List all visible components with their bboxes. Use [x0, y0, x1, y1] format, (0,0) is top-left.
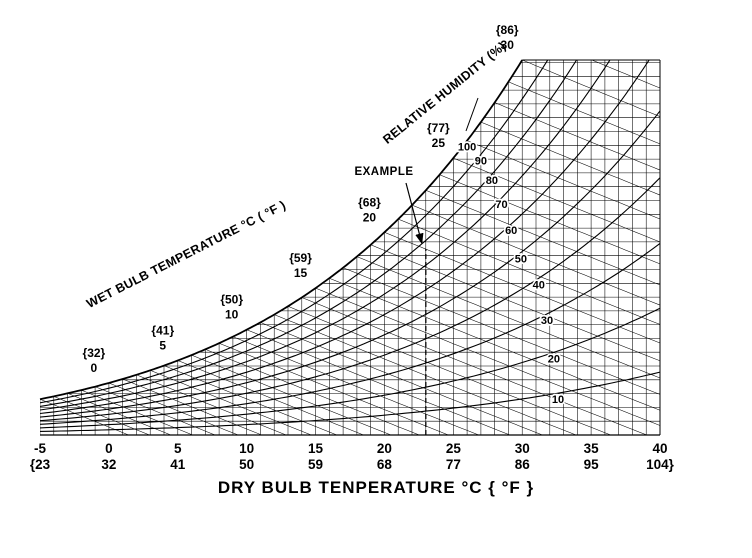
x-tick-label-c: 30 [515, 441, 530, 456]
x-tick-label-f: 104} [646, 457, 675, 472]
wet-bulb-line [439, 174, 660, 265]
wet-bulb-line [384, 232, 660, 344]
rh-leader-line [465, 97, 479, 132]
wet-bulb-line [301, 297, 647, 435]
wet-bulb-tick-f: {32} [83, 346, 106, 360]
wet-bulb-line [136, 374, 287, 435]
x-tick-label-c: 10 [239, 441, 254, 456]
wet-bulb-line [108, 382, 239, 435]
wet-bulb-axis-title: WET BULB TEMPERATURE °C ( °F ) [84, 198, 288, 311]
wet-bulb-line [81, 389, 193, 435]
rh-curve-label: 30 [541, 315, 553, 327]
example-label: EXAMPLE [354, 166, 413, 178]
rh-curve-label: 50 [515, 254, 527, 266]
x-tick-label-c: -5 [34, 441, 46, 456]
wet-bulb-tick-c: 20 [363, 210, 377, 224]
wet-bulb-tick-c: 10 [225, 308, 239, 322]
rh-curve-70 [40, 60, 660, 411]
x-tick-label-f: 68 [377, 457, 393, 472]
rh-curve-label: 20 [548, 353, 560, 365]
rh-curve-50 [40, 110, 660, 418]
wet-bulb-line [550, 13, 660, 59]
rh-curve-label: 100 [458, 142, 476, 154]
wet-bulb-line [315, 287, 660, 426]
wet-bulb-tick-c: 30 [501, 38, 515, 52]
wet-bulb-line [508, 81, 660, 145]
x-tick-label-c: 20 [377, 441, 392, 456]
x-tick-label-f: 95 [584, 457, 600, 472]
x-tick-label-f: 59 [308, 457, 323, 472]
wet-bulb-line [191, 354, 392, 435]
wet-bulb-line [287, 306, 611, 435]
rh-curve-label: 90 [475, 155, 487, 167]
x-tick-label-c: 40 [652, 441, 667, 456]
rh-curve-90 [40, 60, 660, 404]
wet-bulb-line [535, 60, 660, 89]
wet-bulb-line [205, 349, 420, 435]
wet-bulb-tick-f: {86} [496, 23, 519, 37]
wet-bulb-line [356, 256, 660, 379]
x-tick-label-f: 41 [170, 457, 186, 472]
wet-bulb-tick-f: {41} [151, 323, 174, 337]
wet-bulb-line [466, 140, 660, 220]
wet-bulb-line [218, 342, 449, 435]
rh-curve-60 [40, 60, 660, 415]
example-arrow [405, 182, 424, 245]
wet-bulb-line [494, 102, 660, 171]
rh-curve-30 [40, 243, 660, 425]
wet-bulb-line [411, 204, 660, 306]
wet-bulb-line [342, 267, 660, 395]
x-axis-title: DRY BULB TENPERATURE °C { °F } [217, 478, 535, 497]
wet-bulb-line [163, 365, 338, 435]
wet-bulb-tick-c: 25 [432, 136, 446, 150]
wet-bulb-tick-c: 5 [159, 338, 166, 352]
wet-bulb-line [329, 277, 660, 411]
wet-bulb-line [260, 322, 543, 435]
wet-bulb-tick-c: 0 [91, 361, 98, 375]
x-tick-label-f: 86 [515, 457, 531, 472]
wet-bulb-line [453, 157, 660, 243]
wet-bulb-line [274, 314, 577, 435]
wet-bulb-line [425, 190, 660, 286]
rh-curve-label: 10 [552, 394, 564, 406]
wet-bulb-line [150, 370, 312, 435]
wet-bulb-line [480, 121, 660, 196]
saturation-curve [39, 59, 523, 401]
x-tick-label-f: 50 [239, 457, 254, 472]
rh-curve-label: 70 [495, 199, 507, 211]
wet-bulb-line [246, 329, 511, 435]
rh-curve-40 [40, 177, 660, 422]
grid-group [40, 0, 660, 435]
x-tick-label-c: 0 [105, 441, 113, 456]
rh-curve-80 [40, 60, 660, 407]
wet-bulb-line [94, 386, 216, 435]
rh-curve-label: 40 [533, 279, 545, 291]
x-tick-label-f: 32 [101, 457, 116, 472]
wet-bulb-line [232, 336, 479, 435]
x-tick-label-c: 15 [308, 441, 324, 456]
wet-bulb-tick-f: {68} [358, 195, 381, 209]
x-tick-label-f: 77 [446, 457, 461, 472]
wet-bulb-tick-f: {77} [427, 121, 450, 135]
rh-curve-20 [40, 307, 660, 429]
rh-curve-label: 60 [505, 225, 517, 237]
wet-bulb-tick-c: 15 [294, 266, 308, 280]
x-tick-label-c: 5 [174, 441, 182, 456]
rh-curve-10 [40, 371, 660, 432]
x-tick-label-c: 35 [584, 441, 600, 456]
wet-bulb-line [370, 244, 660, 362]
x-tick-label-f: {23 [30, 457, 51, 472]
wet-bulb-tick-f: {59} [289, 251, 312, 265]
wet-bulb-tick-f: {50} [220, 293, 243, 307]
wet-bulb-line [564, 0, 660, 27]
wet-bulb-line [177, 360, 364, 435]
x-tick-label-c: 25 [446, 441, 462, 456]
wet-bulb-line [122, 378, 262, 435]
wet-bulb-line [398, 218, 660, 325]
rh-curve-label: 80 [486, 175, 498, 187]
